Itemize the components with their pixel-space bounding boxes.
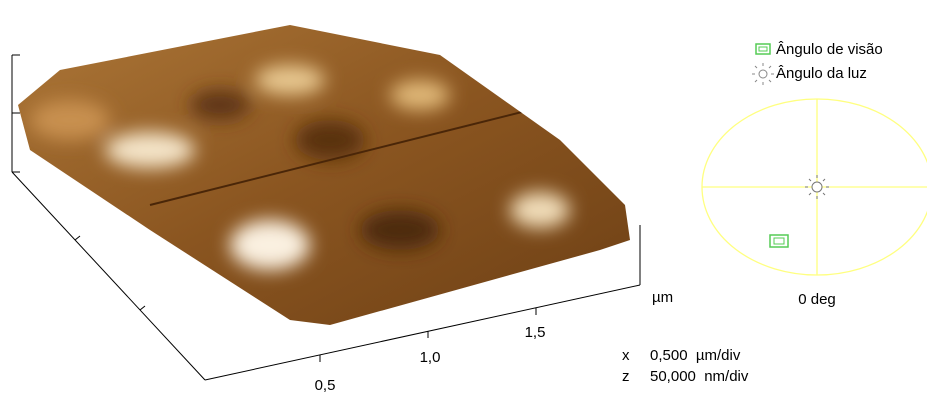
view-icon	[756, 44, 770, 54]
tick-label: 0,5	[315, 377, 336, 394]
scale-text: 0,500 µm/div	[650, 347, 741, 364]
scale-axis: x	[622, 347, 630, 364]
legend-label: Ângulo da luz	[776, 65, 867, 82]
angle-label: 0 deg	[798, 291, 836, 308]
tick-label: 1,5	[525, 324, 546, 341]
surface	[0, 0, 660, 340]
legend-label: Ângulo de visão	[776, 41, 883, 58]
view-icon	[759, 47, 767, 51]
view-marker	[770, 235, 788, 247]
tick-label: 1,0	[420, 349, 441, 366]
scale-text: 50,000 nm/div	[650, 368, 749, 385]
afm-view: 0,5 1,0 1,5 µm x 0,500 µm/div z 50,000 n…	[0, 0, 927, 400]
scale-axis: z	[622, 368, 630, 385]
light-icon	[752, 63, 774, 85]
axis-unit: µm	[652, 289, 673, 306]
view-marker	[774, 238, 784, 244]
